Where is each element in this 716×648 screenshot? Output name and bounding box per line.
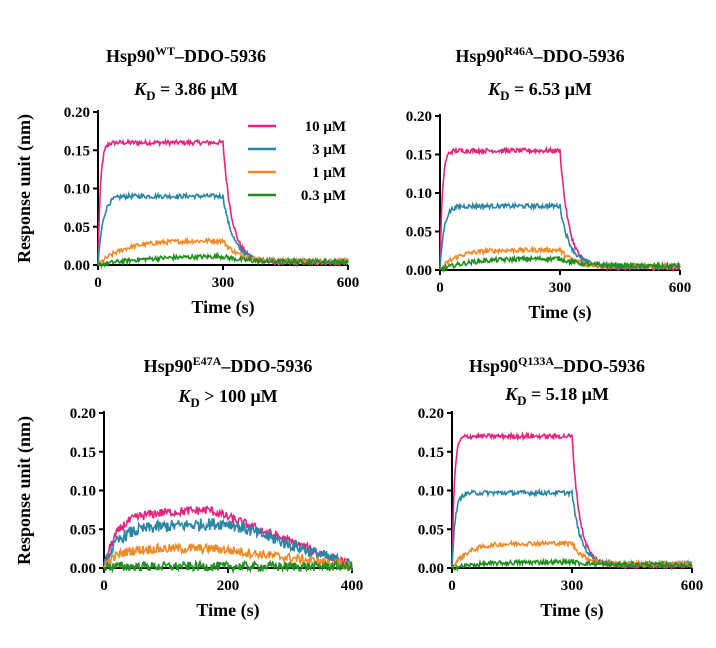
y-axis-title: Response unit (nm): [14, 114, 35, 263]
chart-title-superscript: R46A: [504, 44, 534, 58]
legend-label: 0.3 μM: [301, 188, 346, 204]
series-line-2: [103, 518, 353, 571]
chart-title-rest: –DDO-5936: [533, 46, 625, 66]
x-tick-label: 600: [337, 275, 360, 291]
kd-symbol: K: [177, 386, 192, 406]
x-axis-title: Time (s): [540, 600, 603, 621]
kd-subscript: D: [500, 88, 509, 103]
series-line-1: [103, 505, 353, 572]
y-tick-label: 0.20: [418, 406, 444, 422]
kd-label: KD = 6.53 μM: [487, 79, 592, 103]
y-tick-label: 0.20: [406, 109, 432, 125]
series-line-4: [97, 251, 349, 269]
x-axis-title: Time (s): [191, 297, 254, 318]
y-tick-label: 0.10: [406, 186, 432, 202]
x-tick-label: 600: [681, 578, 704, 594]
y-tick-label: 0.00: [418, 561, 444, 577]
series-line-3: [103, 541, 353, 571]
y-tick-label: 0.15: [64, 143, 90, 159]
legend-label: 3 μM: [312, 142, 346, 158]
chart-title: Hsp90WT–DDO-5936: [106, 44, 266, 66]
y-tick-label: 0.15: [418, 445, 444, 461]
kd-symbol: K: [487, 79, 502, 99]
kd-value: = 5.18 μM: [526, 384, 608, 404]
series-line-2: [97, 190, 349, 266]
kd-subscript: D: [517, 393, 526, 408]
x-axis-title: Time (s): [196, 600, 259, 621]
y-tick-label: 0.15: [406, 148, 432, 164]
y-tick-label: 0.15: [70, 445, 96, 461]
chart-title-rest: –DDO-5936: [220, 356, 312, 376]
chart-title: Hsp90E47A–DDO-5936: [144, 354, 313, 376]
x-tick-label: 300: [549, 280, 572, 296]
chart-title-base: Hsp90: [455, 46, 504, 66]
y-axis-title: Response unit (nm): [14, 416, 35, 565]
kd-symbol: K: [133, 79, 148, 99]
x-tick-label: 400: [341, 578, 364, 594]
y-tick-label: 0.00: [406, 263, 432, 279]
y-tick-label: 0.10: [418, 484, 444, 500]
kd-symbol: K: [504, 384, 519, 404]
x-tick-label: 0: [436, 280, 444, 296]
chart-panel-4: Hsp90Q133A–DDO-5936 KD = 5.18 μM 0.00 0.05 0…: [418, 354, 704, 621]
y-tick-label: 0.05: [418, 522, 444, 538]
series-line-4: [103, 558, 353, 575]
kd-value: = 6.53 μM: [509, 79, 591, 99]
x-tick-label: 200: [217, 578, 240, 594]
chart-title-rest: –DDO-5936: [553, 356, 645, 376]
legend-label: 10 μM: [305, 119, 346, 135]
y-tick-label: 0.20: [64, 105, 90, 121]
series-line-3: [97, 236, 349, 267]
x-tick-label: 600: [669, 280, 692, 296]
chart-title: Hsp90R46A–DDO-5936: [455, 44, 624, 66]
series-line-4: [439, 254, 681, 274]
kd-label: KD = 3.86 μM: [133, 79, 238, 103]
x-tick-label: 0: [100, 578, 108, 594]
series-line-2: [451, 487, 693, 569]
kd-subscript: D: [190, 395, 199, 410]
x-tick-label: 0: [448, 578, 456, 594]
chart-panel-1: Hsp90WT–DDO-5936 KD = 3.86 μM 0.00 0.05 0.10…: [14, 44, 359, 318]
y-tick-label: 0.20: [70, 406, 96, 422]
x-tick-label: 300: [212, 275, 235, 291]
chart-panel-2: Hsp90R46A–DDO-5936 KD = 6.53 μM 0.00 0.05 0.…: [406, 44, 692, 323]
kd-label: KD > 100 μM: [177, 386, 277, 410]
y-tick-label: 0.05: [406, 225, 432, 241]
chart-title-base: Hsp90: [106, 46, 155, 66]
kd-value: = 3.86 μM: [155, 79, 237, 99]
y-tick-label: 0.05: [64, 220, 90, 236]
chart-title-superscript: WT: [155, 44, 175, 58]
x-tick-label: 0: [94, 275, 102, 291]
kd-label: KD = 5.18 μM: [504, 384, 609, 408]
series-line-4: [451, 557, 693, 572]
chart-panel-3: Hsp90E47A–DDO-5936 KD > 100 μM 0.00 0.05 0.1…: [14, 354, 363, 621]
y-tick-label: 0.10: [64, 182, 90, 198]
chart-title-superscript: E47A: [193, 354, 222, 368]
x-tick-label: 300: [561, 578, 584, 594]
legend-label: 1 μM: [312, 165, 346, 181]
kd-value: > 100 μM: [200, 386, 278, 406]
chart-title-base: Hsp90: [469, 356, 518, 376]
y-tick-label: 0.05: [70, 522, 96, 538]
x-axis-title: Time (s): [528, 302, 591, 323]
kd-subscript: D: [146, 88, 155, 103]
chart-title-rest: –DDO-5936: [174, 46, 266, 66]
chart-title-superscript: Q133A: [518, 354, 554, 368]
chart-title-base: Hsp90: [144, 356, 193, 376]
chart-title: Hsp90Q133A–DDO-5936: [469, 354, 645, 376]
y-tick-label: 0.10: [70, 484, 96, 500]
y-tick-label: 0.00: [64, 258, 90, 274]
y-tick-label: 0.00: [70, 561, 96, 577]
